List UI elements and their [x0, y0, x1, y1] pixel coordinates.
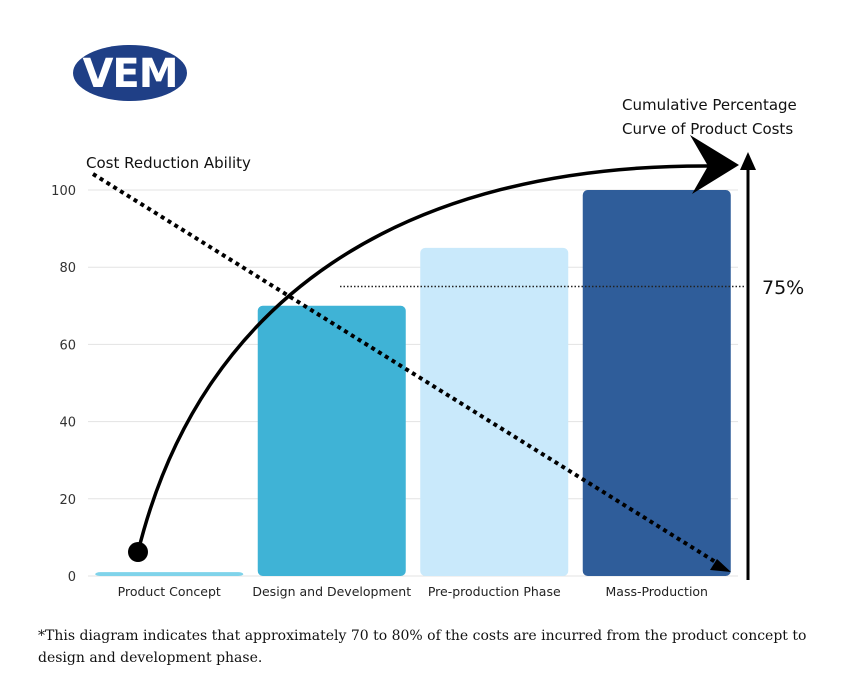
- category-label: Pre-production Phase: [428, 584, 561, 599]
- cumulative-label-line2: Curve of Product Costs: [622, 120, 793, 138]
- vertical-arrowhead: [740, 152, 756, 170]
- vem-logo: VEM: [73, 45, 187, 101]
- cost-reduction-arrow: [91, 172, 724, 568]
- curve-start-dot: [128, 542, 148, 562]
- bar-1: [95, 572, 244, 576]
- bars: [95, 190, 731, 576]
- cost-reduction-label: Cost Reduction Ability: [86, 154, 251, 172]
- y-tick-label: 60: [59, 338, 76, 353]
- y-tick-label: 80: [59, 261, 76, 276]
- category-label: Design and Development: [252, 584, 411, 599]
- x-axis-categories: Product Concept Design and Development Pre…: [118, 584, 708, 599]
- bar-2: [257, 305, 406, 576]
- y-tick-label: 100: [51, 184, 76, 199]
- y-tick-label: 20: [59, 493, 76, 508]
- y-tick-label: 0: [68, 570, 76, 585]
- cumulative-label-line1: Cumulative Percentage: [622, 96, 797, 114]
- category-label: Mass-Production: [606, 584, 708, 599]
- y-axis-ticks: 0 20 40 60 80 100: [51, 184, 76, 585]
- y-tick-label: 40: [59, 416, 76, 431]
- cost-reduction-arrowhead: [710, 559, 731, 572]
- footnote: *This diagram indicates that approximate…: [38, 628, 807, 666]
- cumulative-curve: [136, 164, 716, 553]
- category-label: Product Concept: [118, 584, 221, 599]
- bar-3: [420, 247, 569, 576]
- logo-text: VEM: [82, 51, 177, 97]
- logo-badge: [73, 45, 187, 101]
- threshold-label: 75%: [762, 277, 804, 299]
- cumulative-arrowhead: [690, 135, 739, 194]
- bar-4: [582, 190, 731, 576]
